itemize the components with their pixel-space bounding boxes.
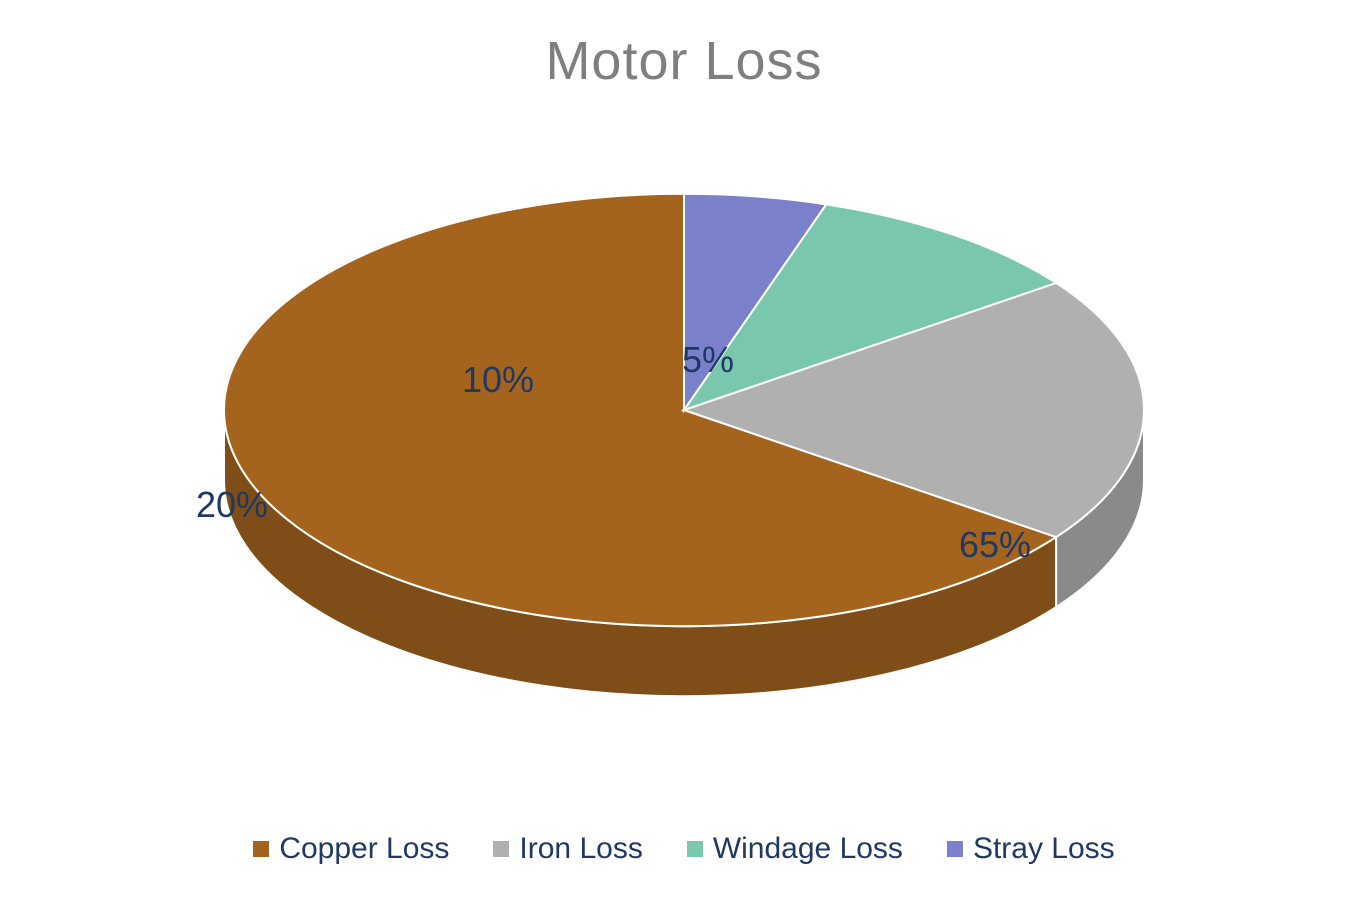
pie-label-windage: 10%	[462, 359, 534, 401]
legend-item-stray: Stray Loss	[947, 832, 1115, 866]
chart-title: Motor Loss	[0, 30, 1368, 92]
legend-label: Stray Loss	[973, 832, 1115, 866]
pie-chart: 65% 20% 10% 5%	[0, 150, 1368, 750]
legend-label: Copper Loss	[279, 832, 449, 866]
pie-label-stray: 5%	[682, 339, 734, 381]
legend-swatch	[687, 841, 703, 857]
chart-container: { "chart": { "type": "pie-3d", "title": …	[0, 0, 1368, 912]
pie-label-iron: 20%	[196, 484, 268, 526]
legend-item-iron: Iron Loss	[493, 832, 642, 866]
legend-label: Windage Loss	[713, 832, 903, 866]
legend-item-windage: Windage Loss	[687, 832, 903, 866]
legend-item-copper: Copper Loss	[253, 832, 449, 866]
legend-swatch	[493, 841, 509, 857]
legend-label: Iron Loss	[519, 832, 642, 866]
legend: Copper Loss Iron Loss Windage Loss Stray Lo…	[0, 832, 1368, 866]
pie-label-copper: 65%	[959, 524, 1031, 566]
legend-swatch	[253, 841, 269, 857]
legend-swatch	[947, 841, 963, 857]
